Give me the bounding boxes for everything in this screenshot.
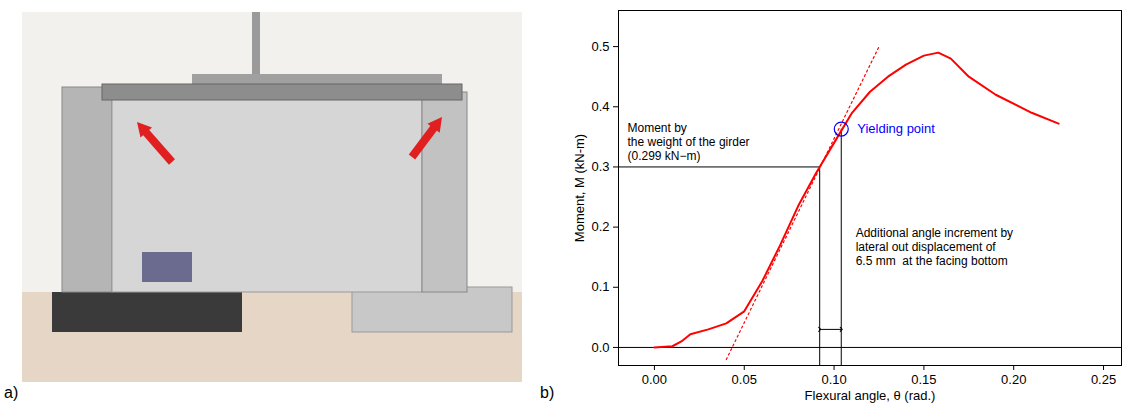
svg-text:Moment, M (kN-m): Moment, M (kN-m) bbox=[572, 134, 587, 242]
html-text:a): a) bbox=[4, 384, 19, 401]
svg-text:Additional angle increment byl: Additional angle increment bylateral out… bbox=[856, 226, 1013, 268]
svg-text:Flexural angle, θ (rad.): Flexural angle, θ (rad.) bbox=[805, 388, 936, 403]
svg-text:0.25: 0.25 bbox=[1091, 372, 1116, 387]
svg-text:Yielding point: Yielding point bbox=[857, 121, 935, 136]
svg-text:0.15: 0.15 bbox=[911, 372, 936, 387]
svg-text:0.00: 0.00 bbox=[642, 372, 667, 387]
html-text:b): b) bbox=[540, 384, 555, 401]
svg-text:Moment bythe weight of the gir: Moment bythe weight of the girder(0.299 … bbox=[627, 121, 749, 163]
svg-text:0.5: 0.5 bbox=[591, 39, 609, 54]
svg-text:0.2: 0.2 bbox=[591, 219, 609, 234]
svg-text:0.20: 0.20 bbox=[1001, 372, 1026, 387]
svg-text:0.3: 0.3 bbox=[591, 159, 609, 174]
svg-text:0.10: 0.10 bbox=[821, 372, 846, 387]
svg-text:0.05: 0.05 bbox=[732, 372, 757, 387]
svg-text:0.0: 0.0 bbox=[591, 340, 609, 355]
svg-text:0.1: 0.1 bbox=[591, 279, 609, 294]
svg-text:0.4: 0.4 bbox=[591, 99, 609, 114]
